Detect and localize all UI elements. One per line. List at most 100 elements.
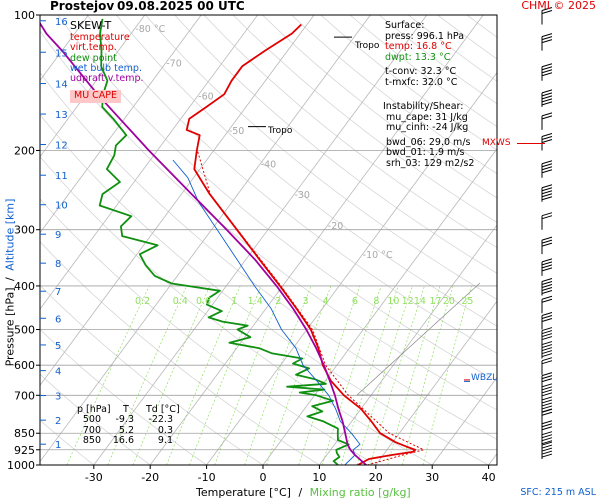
wind-barb-flag bbox=[541, 98, 553, 103]
wind-barb-flag bbox=[541, 184, 553, 189]
wind-barb-flag bbox=[541, 33, 553, 38]
wind-barb-flag bbox=[541, 298, 553, 303]
series-parcel-line bbox=[40, 21, 367, 465]
wind-barb-flag bbox=[541, 408, 553, 413]
wind-barb-flag bbox=[541, 341, 553, 346]
mixing-ratio-label: 3 bbox=[303, 296, 309, 307]
mixing-ratio-label: 14 bbox=[414, 296, 426, 307]
bwd-06-value: bwd_06: 29.0 m/s bbox=[386, 136, 471, 148]
mu-cinh-value: mu_cinh: -24 J/kg bbox=[386, 122, 469, 134]
wind-barb-flag bbox=[541, 344, 553, 349]
x-tick-label: 10 bbox=[312, 471, 326, 484]
dry-adiabat bbox=[262, 15, 497, 199]
wind-barb-flag bbox=[541, 399, 553, 404]
dry-adiabat bbox=[115, 15, 497, 327]
mixing-ratio-label: 0.6 bbox=[196, 296, 211, 307]
isotherm-label: -70 bbox=[166, 58, 182, 69]
datetime-title: 09.08.2025 00 UTC bbox=[117, 0, 245, 13]
table-cell: 16.6 bbox=[112, 434, 134, 446]
plot-area bbox=[40, 15, 497, 465]
wind-barb-flag bbox=[541, 115, 553, 120]
y-axis-label: Pressure [hPa] / Altitude [km] bbox=[4, 193, 17, 373]
surface-press: press: 996.1 hPa bbox=[385, 30, 465, 42]
isotherm-line bbox=[375, 300, 497, 465]
table-cell: 500 bbox=[82, 414, 101, 426]
x-tick-label: -30 bbox=[85, 471, 103, 484]
wind-barb-flag bbox=[541, 215, 553, 220]
wind-barb-flag bbox=[541, 375, 553, 380]
isotherm-label: -20 bbox=[328, 221, 344, 232]
x-axis-label-mixing: Mixing ratio [g/kg] bbox=[309, 486, 411, 499]
wind-barb-flag bbox=[541, 242, 553, 247]
isotherm-label: -30 bbox=[294, 190, 310, 201]
mu-cape-value: mu_cape: 31 J/kg bbox=[386, 111, 468, 123]
wind-barb-flag bbox=[541, 187, 553, 192]
y-axis-label-separator: / bbox=[3, 277, 17, 281]
table-row: 500 -9.3 -22.3 bbox=[77, 414, 180, 426]
credit: CHMI © 2025 bbox=[521, 0, 596, 12]
x-tick-label: 40 bbox=[482, 471, 496, 484]
wind-barb-flag bbox=[541, 444, 553, 449]
isotherm-label: -10 °C bbox=[363, 250, 393, 261]
altitude-tick-label: 1 bbox=[55, 440, 61, 451]
table-header-p: p [hPa] bbox=[77, 404, 111, 415]
isotherm-label: -80 °C bbox=[135, 24, 165, 35]
wind-barb-flag bbox=[541, 447, 553, 452]
altitude-tick-label: 9 bbox=[55, 230, 61, 241]
level-table: p [hPa] T Td [°C] 500 -9.3 -22.3 700 5.2… bbox=[77, 404, 180, 446]
surface-title: Surface: bbox=[385, 20, 425, 31]
table-cell: 0.3 bbox=[157, 424, 173, 436]
pressure-tick-label: 700 bbox=[14, 389, 35, 402]
wind-barb-flag bbox=[541, 437, 553, 442]
pressure-tick-label: 1000 bbox=[7, 459, 35, 472]
mu-cape-badge: MU CAPE bbox=[70, 90, 122, 103]
srh-03-value: srh_03: 129 m2/s2 bbox=[386, 157, 475, 169]
pressure-tick-label: 100 bbox=[14, 9, 35, 22]
x-axis-label-separator: / bbox=[298, 486, 303, 499]
wind-barb-flag bbox=[541, 315, 553, 320]
surface-tconv: t-conv: 32.3 °C bbox=[385, 66, 457, 78]
surface-panel: Surface: press: 996.1 hPa temp: 16.8 °C … bbox=[385, 20, 465, 89]
wind-barb-flag bbox=[541, 63, 553, 68]
wind-barb-flag bbox=[541, 264, 553, 269]
series-wetbulb-line bbox=[172, 159, 361, 465]
table-cell: 700 bbox=[82, 424, 101, 436]
x-axis-label-temperature: Temperature [°C] bbox=[196, 486, 291, 499]
mixing-ratio-line bbox=[189, 285, 262, 465]
altitude-tick-label: 16 bbox=[55, 17, 68, 28]
wind-barb-flag bbox=[541, 420, 553, 425]
wind-barb-flag bbox=[541, 190, 553, 195]
wind-barb-flag bbox=[541, 169, 553, 174]
wind-barb-flag bbox=[541, 69, 553, 74]
wind-barb-flag bbox=[541, 101, 553, 106]
x-tick-label: 30 bbox=[425, 471, 439, 484]
altitude-tick-label: 2 bbox=[55, 416, 61, 427]
pressure-tick-label: 500 bbox=[14, 324, 35, 337]
dry-adiabat bbox=[466, 15, 497, 38]
isotherm-label: -40 bbox=[261, 159, 277, 170]
wind-barb-flag bbox=[541, 132, 553, 137]
wind-barb-flag bbox=[541, 347, 553, 352]
table-cell: 5.2 bbox=[118, 424, 134, 436]
series-temperature-line bbox=[185, 23, 417, 465]
instability-title: Instability/Shear: bbox=[383, 101, 464, 112]
isotherm-line bbox=[149, 15, 484, 465]
table-cell: -22.3 bbox=[148, 414, 173, 426]
wind-barb-flag bbox=[541, 212, 553, 217]
isotherm-line bbox=[40, 15, 315, 386]
wind-barb-flag bbox=[541, 261, 553, 266]
wind-barb-flag bbox=[541, 135, 553, 140]
mixing-ratio-label: 17 bbox=[430, 296, 442, 307]
isotherm-line bbox=[206, 71, 497, 465]
wbzl-label: WBZL bbox=[471, 373, 498, 383]
altitude-tick-label: 8 bbox=[55, 259, 61, 270]
legend-virt-temp: virt.temp. bbox=[70, 42, 117, 54]
wind-barb-flag bbox=[541, 72, 553, 77]
x-axis-label: Temperature [°C] / Mixing ratio [g/kg] bbox=[196, 486, 411, 499]
mixing-ratio-label: 25 bbox=[461, 296, 473, 307]
wind-barb-flag bbox=[541, 441, 553, 446]
altitude-tick-label: 5 bbox=[55, 341, 61, 352]
tropo-label-lower: Tropo bbox=[268, 126, 293, 136]
surface-temp: temp: 16.8 °C bbox=[385, 41, 452, 53]
